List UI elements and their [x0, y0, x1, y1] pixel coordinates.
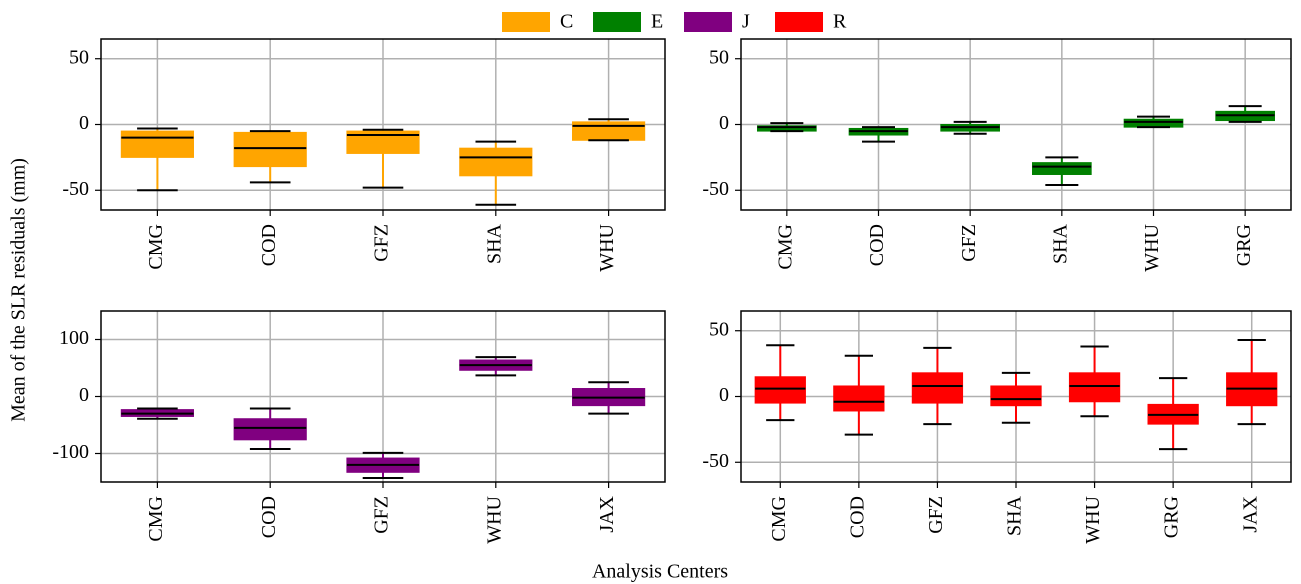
x-tick-label: JAX	[1239, 495, 1261, 532]
x-tick-label: WHU	[483, 495, 505, 543]
x-tick-label: GFZ	[371, 224, 393, 262]
y-tick-label: -50	[702, 178, 729, 200]
box	[459, 147, 533, 177]
axes-frame	[100, 38, 666, 211]
x-tick-label: GFZ	[958, 224, 980, 262]
y-axis-label: Mean of the SLR residuals (mm)	[8, 158, 30, 422]
box	[233, 418, 307, 441]
x-tick-label: GFZ	[925, 496, 947, 534]
box	[1032, 162, 1092, 175]
x-tick-label: CMG	[774, 224, 796, 270]
legend-swatch	[775, 12, 823, 32]
legend-label: C	[560, 11, 573, 33]
box	[754, 376, 806, 404]
y-tick-label: 0	[79, 384, 89, 406]
x-tick-label: SHA	[483, 223, 505, 264]
legend-label: E	[651, 11, 663, 33]
box	[120, 130, 194, 158]
y-tick-label: 50	[709, 46, 729, 68]
x-tick-label: WHU	[1141, 223, 1163, 271]
box	[833, 385, 885, 412]
x-tick-label: GRG	[1233, 224, 1255, 266]
x-tick-label: GFZ	[371, 496, 393, 534]
axes-frame	[100, 310, 666, 483]
y-tick-label: 0	[719, 112, 729, 134]
x-tick-label: WHU	[1082, 495, 1104, 543]
y-tick-label: 0	[79, 112, 89, 134]
box	[572, 121, 646, 141]
box	[911, 372, 964, 404]
x-tick-label: COD	[846, 496, 868, 538]
y-tick-label: -100	[52, 441, 89, 463]
y-tick-label: 100	[59, 327, 89, 349]
axes-frame	[740, 38, 1292, 211]
y-tick-label: -50	[702, 450, 729, 472]
axes-frame	[740, 310, 1292, 483]
x-tick-label: GRG	[1161, 496, 1183, 538]
legend-label: R	[833, 11, 847, 33]
x-tick-label: SHA	[1004, 495, 1026, 536]
x-tick-label: SHA	[1049, 223, 1071, 264]
box	[1068, 372, 1121, 403]
legend-swatch	[593, 12, 641, 32]
x-tick-label: CMG	[768, 496, 790, 542]
y-tick-label: 50	[709, 318, 729, 340]
y-tick-label: 0	[719, 384, 729, 406]
legend-label: J	[742, 11, 750, 33]
x-tick-label: CMG	[145, 496, 167, 542]
box	[990, 385, 1042, 407]
x-tick-label: JAX	[596, 495, 618, 532]
x-tick-label: COD	[258, 496, 280, 538]
y-tick-label: -50	[62, 178, 89, 200]
x-tick-label: COD	[258, 224, 280, 266]
y-tick-label: 50	[69, 46, 89, 68]
x-tick-label: WHU	[596, 223, 618, 271]
legend-swatch	[502, 12, 550, 32]
x-axis-label: Analysis Centers	[592, 561, 728, 583]
box	[233, 131, 307, 168]
box	[346, 130, 420, 154]
x-tick-label: CMG	[145, 224, 167, 270]
legend-swatch	[684, 12, 732, 32]
box	[1123, 118, 1184, 128]
x-tick-label: COD	[866, 224, 888, 266]
